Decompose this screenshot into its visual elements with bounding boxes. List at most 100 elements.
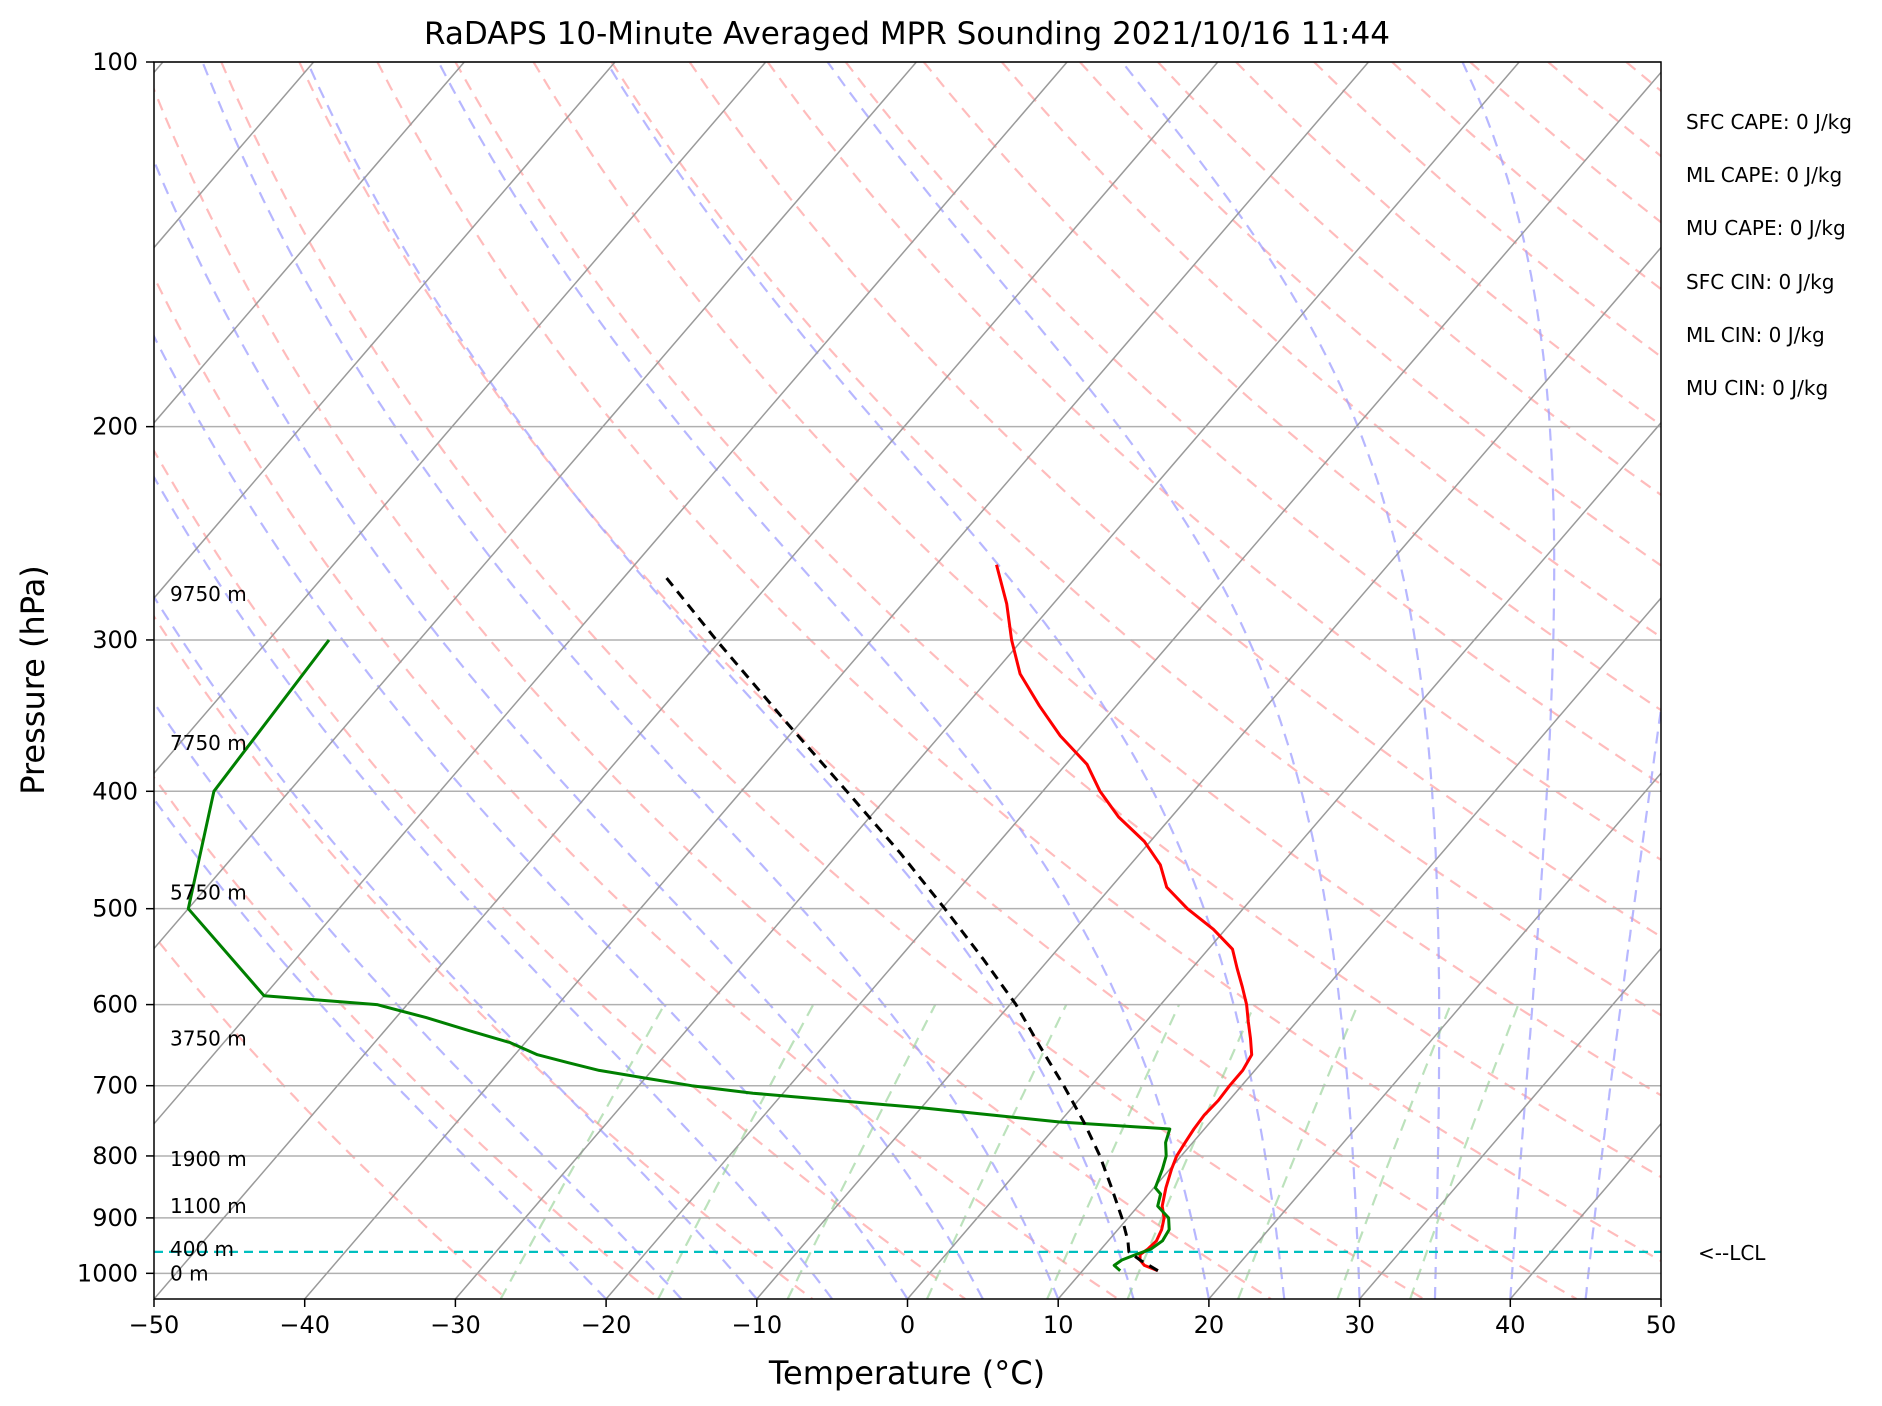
moist-adiabat <box>1121 62 1441 1299</box>
x-tick-label: −40 <box>279 1311 330 1339</box>
moist-adiabat <box>826 62 1361 1299</box>
x-tick-label: −50 <box>129 1311 180 1339</box>
mu-cape-index: MU CAPE: 0 J/kg <box>1686 216 1846 240</box>
dry-adiabat <box>220 62 1425 1299</box>
moist-adiabat <box>1461 62 1556 1299</box>
isotherm-gridline <box>154 62 1068 1125</box>
dry-adiabat <box>1861 62 1882 1299</box>
moist-adiabat <box>605 62 1286 1299</box>
y-tick-label: 700 <box>92 1072 138 1100</box>
dry-adiabat <box>298 62 1578 1299</box>
x-tick-label: 0 <box>900 1311 915 1339</box>
dry-adiabat <box>454 62 1661 1179</box>
x-tick-label: −10 <box>731 1311 782 1339</box>
dry-adiabat <box>154 775 661 1299</box>
isotherm-gridline <box>1208 772 1661 1299</box>
y-tick-label: 200 <box>92 413 138 441</box>
dry-adiabat <box>154 86 1272 1299</box>
mixing-ratio-line <box>1126 1004 1256 1299</box>
x-tick-label: 40 <box>1495 1311 1526 1339</box>
mixing-ratio-line <box>1336 1004 1452 1299</box>
moist-adiabat <box>1584 700 1661 1299</box>
dry-adiabat <box>844 62 1661 786</box>
x-axis-label: Temperature (°C) <box>768 1354 1045 1392</box>
isotherm-gridline <box>906 421 1661 1299</box>
isotherm-gridline <box>1057 596 1661 1299</box>
dry-adiabat <box>1079 62 1661 567</box>
dewpoint-trace <box>186 639 1172 1272</box>
dry-adiabat <box>1235 62 1661 427</box>
y-tick-label: 600 <box>92 991 138 1019</box>
dry-adiabat <box>154 614 814 1299</box>
isotherm-gridline <box>454 62 1520 1299</box>
y-tick-label: 300 <box>92 626 138 654</box>
indices-panel: SFC CAPE: 0 J/kg ML CAPE: 0 J/kg MU CAPE… <box>1686 110 1852 400</box>
y-tick-label: 100 <box>92 48 138 76</box>
y-tick-label: 900 <box>92 1204 138 1232</box>
dry-adiabat <box>1000 62 1661 639</box>
isotherm-gridline <box>1359 947 1661 1299</box>
temperature-trace <box>995 564 1254 1273</box>
dry-adiabat <box>1469 62 1661 224</box>
sfc-cape-index: SFC CAPE: 0 J/kg <box>1686 110 1852 134</box>
x-tick-label: 10 <box>1043 1311 1074 1339</box>
dry-adiabat <box>154 934 508 1299</box>
height-label: 3750 m <box>170 1027 247 1051</box>
parcel-profile-trace <box>662 573 1159 1272</box>
dry-adiabat <box>766 62 1661 862</box>
dry-adiabat <box>154 448 966 1299</box>
dry-adiabat <box>376 62 1661 1263</box>
mixing-ratio-line <box>499 1004 666 1299</box>
isotherm-gridline <box>0 62 12 1299</box>
dry-adiabat <box>1391 62 1661 291</box>
height-label: 400 m <box>170 1237 234 1261</box>
x-tick-label: −30 <box>430 1311 481 1339</box>
mixing-ratio-line <box>1046 1004 1181 1299</box>
y-axis-label: Pressure (hPa) <box>14 565 52 795</box>
moist-adiabat <box>201 62 1060 1299</box>
moist-adiabat <box>154 797 607 1299</box>
sfc-cin-index: SFC CIN: 0 J/kg <box>1686 270 1834 294</box>
mixing-ratio-line <box>657 1004 815 1299</box>
mu-cin-index: MU CIN: 0 J/kg <box>1686 376 1828 400</box>
y-tick-label: 500 <box>92 895 138 923</box>
moist-adiabat <box>154 700 683 1299</box>
isotherm-gridline <box>1509 1122 1661 1299</box>
moist-adiabat <box>306 62 1135 1299</box>
dry-adiabat <box>1547 62 1661 158</box>
isotherm-gridline <box>154 62 465 424</box>
x-tick-label: −20 <box>581 1311 632 1339</box>
y-tick-label: 1000 <box>77 1259 138 1287</box>
isotherm-gridline <box>154 62 767 775</box>
moist-adiabat <box>154 333 909 1299</box>
height-label: 9750 m <box>170 582 247 606</box>
y-tick-label: 800 <box>92 1142 138 1170</box>
y-tick-label: 400 <box>92 777 138 805</box>
x-tick-label: 20 <box>1194 1311 1225 1339</box>
height-label: 1900 m <box>170 1147 247 1171</box>
isotherm-gridline <box>304 62 1370 1299</box>
isotherm-gridline <box>1660 1297 1661 1299</box>
mixing-ratio-line <box>1409 1004 1520 1299</box>
lcl-label: <--LCL <box>1698 1241 1766 1265</box>
dry-adiabat <box>1782 62 1882 1299</box>
mixing-ratio-line <box>1237 1004 1359 1299</box>
dry-adiabat <box>610 62 1661 1017</box>
moist-adiabat <box>154 594 758 1299</box>
height-label: 7750 m <box>170 731 247 755</box>
x-tick-label: 30 <box>1344 1311 1375 1339</box>
dry-adiabat <box>688 62 1661 938</box>
chart-title: RaDAPS 10-Minute Averaged MPR Sounding 2… <box>424 16 1390 52</box>
dry-adiabat <box>1704 62 1882 1299</box>
height-label: 5750 m <box>170 881 247 905</box>
isotherm-gridline <box>154 62 917 950</box>
isotherm-gridline <box>605 71 1661 1299</box>
moist-adiabat <box>437 62 1210 1299</box>
x-tick-label: 50 <box>1646 1311 1677 1339</box>
moist-adiabat <box>154 474 833 1299</box>
isotherm-gridline <box>154 62 1219 1299</box>
mixing-ratio-line <box>786 1004 937 1299</box>
height-label: 1100 m <box>170 1194 247 1218</box>
dry-adiabat <box>154 274 1119 1299</box>
